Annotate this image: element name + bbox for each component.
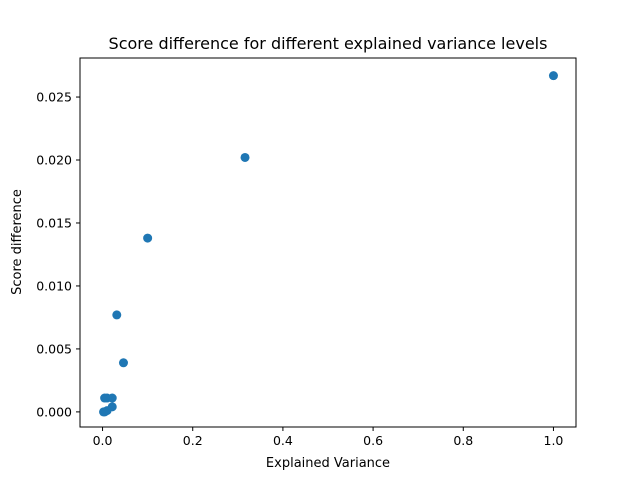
x-axis-label: Explained Variance	[266, 456, 390, 471]
x-tick-label: 0.8	[453, 433, 473, 448]
y-tick-label: 0.015	[36, 215, 72, 230]
data-point	[112, 310, 122, 320]
x-tick-label: 0.2	[183, 433, 203, 448]
y-axis-label: Score difference	[10, 189, 25, 295]
x-tick-label: 0.4	[273, 433, 293, 448]
data-point	[100, 393, 110, 403]
x-tick-label: 0.6	[363, 433, 383, 448]
y-tick-label: 0.000	[36, 404, 72, 419]
data-point	[240, 152, 250, 162]
x-axis: 0.0 0.2 0.4 0.6 0.8 1.0	[93, 427, 564, 448]
x-tick-label: 0.0	[93, 433, 113, 448]
plot-frame	[79, 57, 577, 428]
data-point	[118, 358, 128, 368]
y-tick-label: 0.025	[36, 90, 72, 105]
y-tick-label: 0.020	[36, 153, 72, 168]
y-tick-label: 0.005	[36, 341, 72, 356]
x-tick-label: 1.0	[544, 433, 564, 448]
data-point	[548, 71, 558, 81]
y-tick-label: 0.010	[36, 278, 72, 293]
data-point	[143, 233, 153, 243]
data-points	[99, 71, 558, 417]
y-axis: 0.000 0.005 0.010 0.015 0.020 0.025	[36, 90, 80, 419]
chart-title: Score difference for different explained…	[109, 34, 548, 53]
data-point	[99, 407, 109, 417]
